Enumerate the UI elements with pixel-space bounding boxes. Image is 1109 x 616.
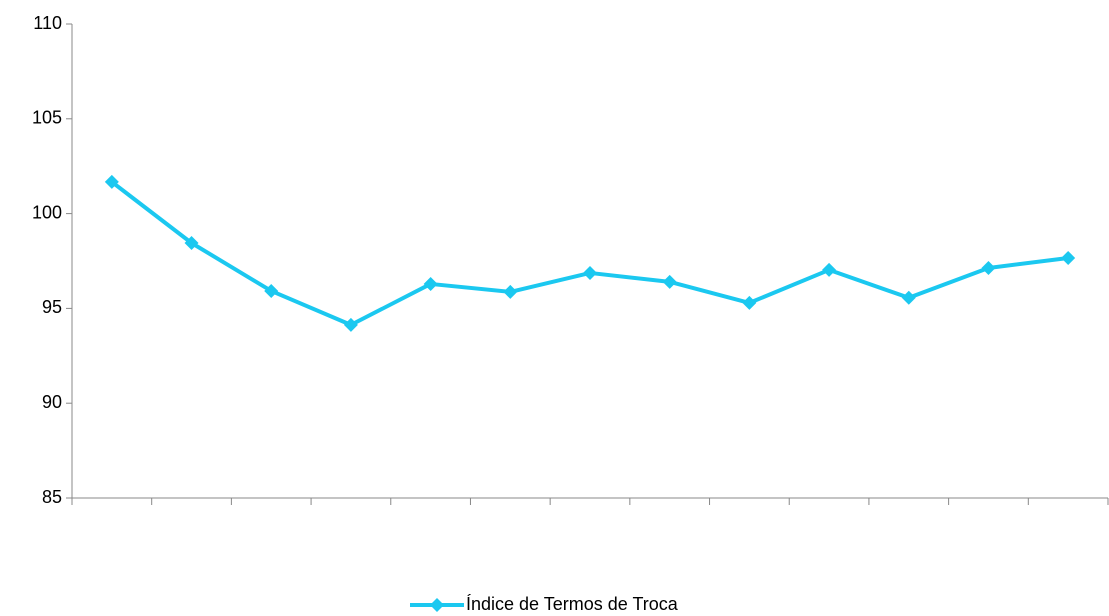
y-tick-label: 100 (32, 202, 62, 222)
point-marker (822, 262, 837, 277)
point-marker (423, 276, 438, 291)
point-marker (742, 295, 757, 310)
point-marker (901, 290, 916, 305)
legend-marker (430, 598, 444, 612)
point-marker (184, 235, 199, 250)
point-marker (264, 283, 279, 298)
series-line (110, 180, 1069, 327)
point-marker (503, 284, 518, 299)
y-tick-label: 95 (42, 297, 62, 317)
point-marker (343, 317, 358, 332)
point-marker (104, 174, 119, 189)
point-marker (981, 261, 996, 276)
y-tick-label: 110 (33, 13, 62, 33)
point-marker (1061, 250, 1076, 265)
point-marker (583, 265, 597, 280)
y-tick-label: 90 (42, 392, 62, 412)
legend-label: Índice de Termos de Troca (466, 594, 679, 614)
point-marker (662, 274, 677, 289)
y-tick-label: 85 (42, 487, 62, 507)
y-tick-label: 105 (32, 108, 62, 128)
